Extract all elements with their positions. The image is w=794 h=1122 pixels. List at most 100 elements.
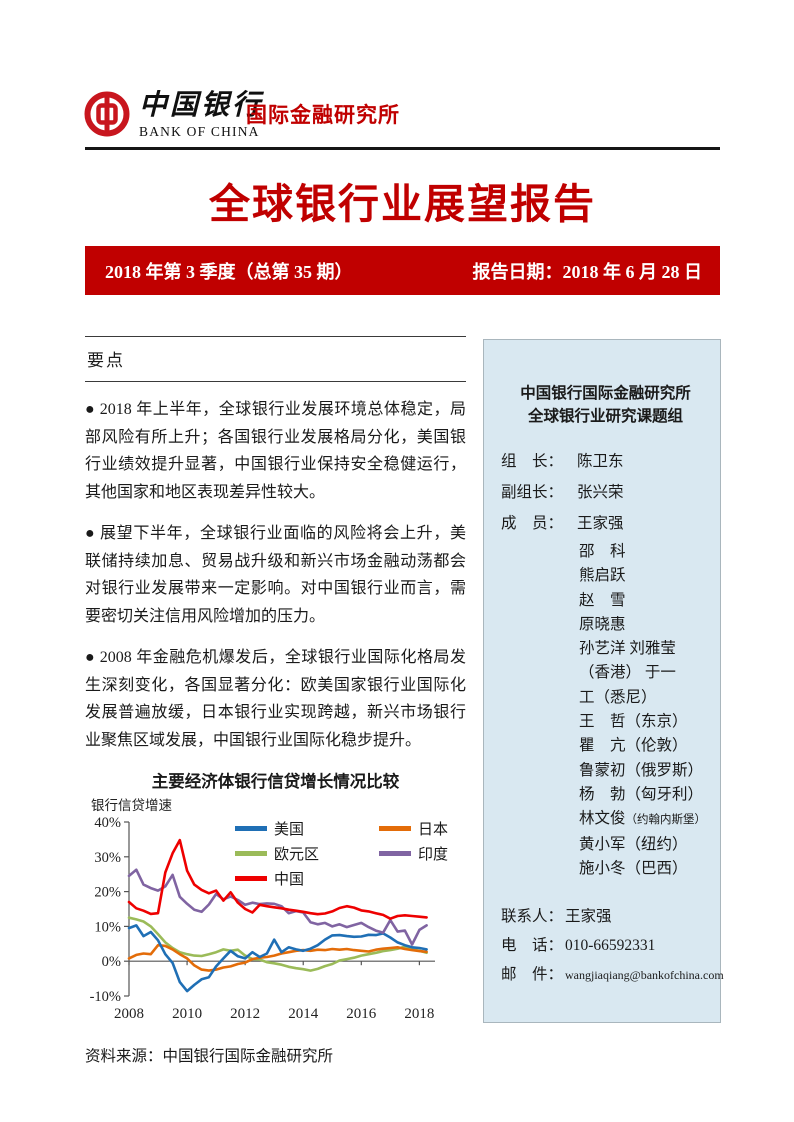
team-member: 邵 科 (579, 540, 710, 564)
team-member-name: （香港） 于一 (579, 664, 676, 682)
team-leader-rows: 组 长： 陈卫东 副组长： 张兴荣成 员： 王家强 (501, 454, 710, 532)
legend-swatch (379, 851, 411, 856)
team-member-list: 邵 科熊启跃赵 雪原晓惠孙艺洋 刘雅莹 （香港） 于一 工（悉尼） 王 哲（东京） 瞿 … (501, 540, 710, 881)
legend-item: 印度 (379, 843, 448, 864)
legend-item: 中国 (235, 868, 373, 889)
team-role-label: 副组长： (501, 484, 564, 501)
sidebar-title: 中国银行国际金融研究所 全球银行业研究课题组 (501, 382, 710, 428)
team-member-name: 原晓惠 (579, 615, 626, 633)
team-member-name: 工（悉尼） (579, 688, 657, 706)
logo-text: 中国银行 BANK OF CHINA (139, 91, 263, 140)
team-role-label: 组 长： (501, 453, 564, 470)
team-member: 熊启跃 (579, 564, 710, 588)
team-member: 瞿 亢（伦敦） (579, 734, 710, 758)
team-member: 王 哲（东京） (579, 710, 710, 734)
header-divider (85, 147, 720, 150)
team-member: （香港） 于一 (579, 661, 710, 685)
legend-swatch (235, 826, 267, 831)
team-member-name: 王 哲（东京） (579, 713, 688, 731)
team-member-name: 邵 科 (579, 543, 626, 560)
team-member-name: 瞿 亢（伦敦） (579, 737, 688, 755)
contact-value: 010-66592331 (565, 937, 656, 955)
team-member-location: （约翰内斯堡） (625, 814, 707, 827)
issue-banner: 2018 年第 3 季度（总第 35 期） 报告日期：2018 年 6 月 28… (85, 246, 720, 295)
team-role-row: 副组长： 张兴荣 (501, 485, 710, 501)
x-tick-label: 2016 (346, 1006, 377, 1022)
highlights-list: ● 2018 年上半年，全球银行业发展环境总体稳定，局部风险有所上升；各国银行业… (85, 396, 466, 754)
legend-label: 日本 (418, 822, 449, 838)
team-member: 黄小军（纽约） (579, 833, 710, 857)
report-title: 全球银行业展望报告 (209, 181, 596, 227)
chart-series-line (127, 868, 428, 946)
contact-label: 邮 件： (501, 966, 564, 984)
highlight-bullet: ● 展望下半年，全球银行业面临的风险将会上升，美联储持续加息、贸易战升级和新兴市… (85, 525, 466, 625)
team-member-name: 鲁蒙初（俄罗斯） (579, 761, 704, 779)
legend-label: 欧元区 (274, 847, 320, 863)
team-member: 鲁蒙初（俄罗斯） (579, 759, 710, 783)
team-role-value: 陈卫东 (577, 453, 624, 470)
chart-y-axis-title: 银行信贷增速 (91, 798, 172, 813)
x-tick-label: 2008 (114, 1006, 144, 1022)
credit-growth-chart: 主要经济体银行信贷增长情况比较 银行信贷增速 40% 30% 20% 10% 0% -10%… (85, 768, 466, 1066)
sidebar-title-line1: 中国银行国际金融研究所 (520, 385, 691, 402)
report-date: 报告日期：2018 年 6 月 28 日 (472, 261, 703, 282)
team-member-name: 熊启跃 (579, 567, 626, 585)
x-tick-label: 2018 (404, 1006, 434, 1022)
chart-legend: 美国 日本欧元区 印度中国 (235, 818, 448, 889)
team-member-name: 林文俊 (579, 810, 626, 828)
highlights-heading: 要点 (85, 336, 466, 382)
chart-plot-area: 银行信贷增速 40% 30% 20% 10% 0% -10% 2008 2010 2012 2014… (85, 796, 461, 1036)
highlight-bullet: ● 2018 年上半年，全球银行业发展环境总体稳定，局部风险有所上升；各国银行业… (85, 401, 466, 501)
boc-logo: 中国银行 BANK OF CHINA (84, 91, 263, 140)
y-tick-label: 20% (94, 885, 121, 901)
y-tick-label: 30% (94, 850, 121, 866)
x-tick-label: 2010 (172, 1006, 202, 1022)
y-tick-label: 0% (102, 954, 121, 970)
y-tick-label: 10% (94, 919, 121, 935)
chart-series-line (127, 838, 428, 920)
legend-item: 美国 (235, 818, 373, 839)
chart-title: 主要经济体银行信贷增长情况比较 (151, 773, 400, 791)
team-member: 赵 雪 (579, 589, 710, 613)
legend-item: 欧元区 (235, 843, 373, 864)
team-member: 杨 勃（匈牙利） (579, 783, 710, 807)
chart-source: 资料来源：中国银行国际金融研究所 (85, 1048, 334, 1065)
team-member-name: 施小冬（巴西） (579, 859, 688, 877)
institute-name: 国际金融研究所 (246, 104, 400, 127)
contact-row: 电 话： 010-66592331 (501, 938, 710, 954)
contact-info: 联系人： 王家强电 话： 010-66592331 邮 件： wangjiaqiang@… (501, 908, 724, 984)
team-member-name: 孙艺洋 刘雅莹 (579, 640, 676, 658)
main-column: 要点 ● 2018 年上半年，全球银行业发展环境总体稳定，局部风险有所上升；各国… (85, 336, 466, 1066)
issue-info: 2018 年第 3 季度（总第 35 期） (105, 261, 353, 282)
contact-value: wangjiaqiang@bankofchina.com (565, 968, 724, 983)
team-role-value: 王家强 (577, 515, 624, 532)
boc-emblem-icon (84, 91, 130, 137)
contact-label: 电 话： (501, 937, 564, 955)
team-member: 施小冬（巴西） (579, 857, 710, 881)
x-tick-label: 2014 (288, 1006, 319, 1022)
team-member-name: 赵 雪 (579, 591, 626, 609)
team-member: 工（悉尼） (579, 686, 710, 710)
logo-chinese-name: 中国银行 (139, 90, 264, 121)
highlight-bullet: ● 2008 年金融危机爆发后，全球银行业国际化格局发生深刻变化，各国显著分化：… (85, 649, 466, 749)
legend-label: 美国 (274, 822, 305, 838)
chart-series-line (127, 924, 428, 993)
legend-swatch (235, 876, 267, 881)
team-role-value: 张兴荣 (577, 484, 624, 501)
y-tick-label: -10% (90, 989, 121, 1005)
team-role-label: 成 员： (501, 515, 564, 532)
contact-label: 联系人： (501, 908, 564, 926)
y-tick-label: 40% (94, 815, 121, 831)
research-team-sidebar: 中国银行国际金融研究所 全球银行业研究课题组 组 长： 陈卫东 副组长： 张兴荣成 员… (483, 339, 724, 1023)
sidebar-title-line2: 全球银行业研究课题组 (527, 408, 683, 425)
team-member-name: 黄小军（纽约） (579, 835, 688, 853)
team-member: 林文俊（约翰内斯堡） (579, 807, 710, 832)
x-tick-label: 2012 (230, 1006, 260, 1022)
line-chart: 银行信贷增速 40% 30% 20% 10% 0% -10%2008 2010 2012 2014… (90, 798, 435, 1022)
legend-swatch (379, 826, 411, 831)
contact-value: 王家强 (565, 908, 612, 926)
team-member-name: 杨 勃（匈牙利） (579, 785, 704, 803)
legend-label: 印度 (418, 847, 449, 863)
team-member: 原晓惠 (579, 613, 710, 637)
